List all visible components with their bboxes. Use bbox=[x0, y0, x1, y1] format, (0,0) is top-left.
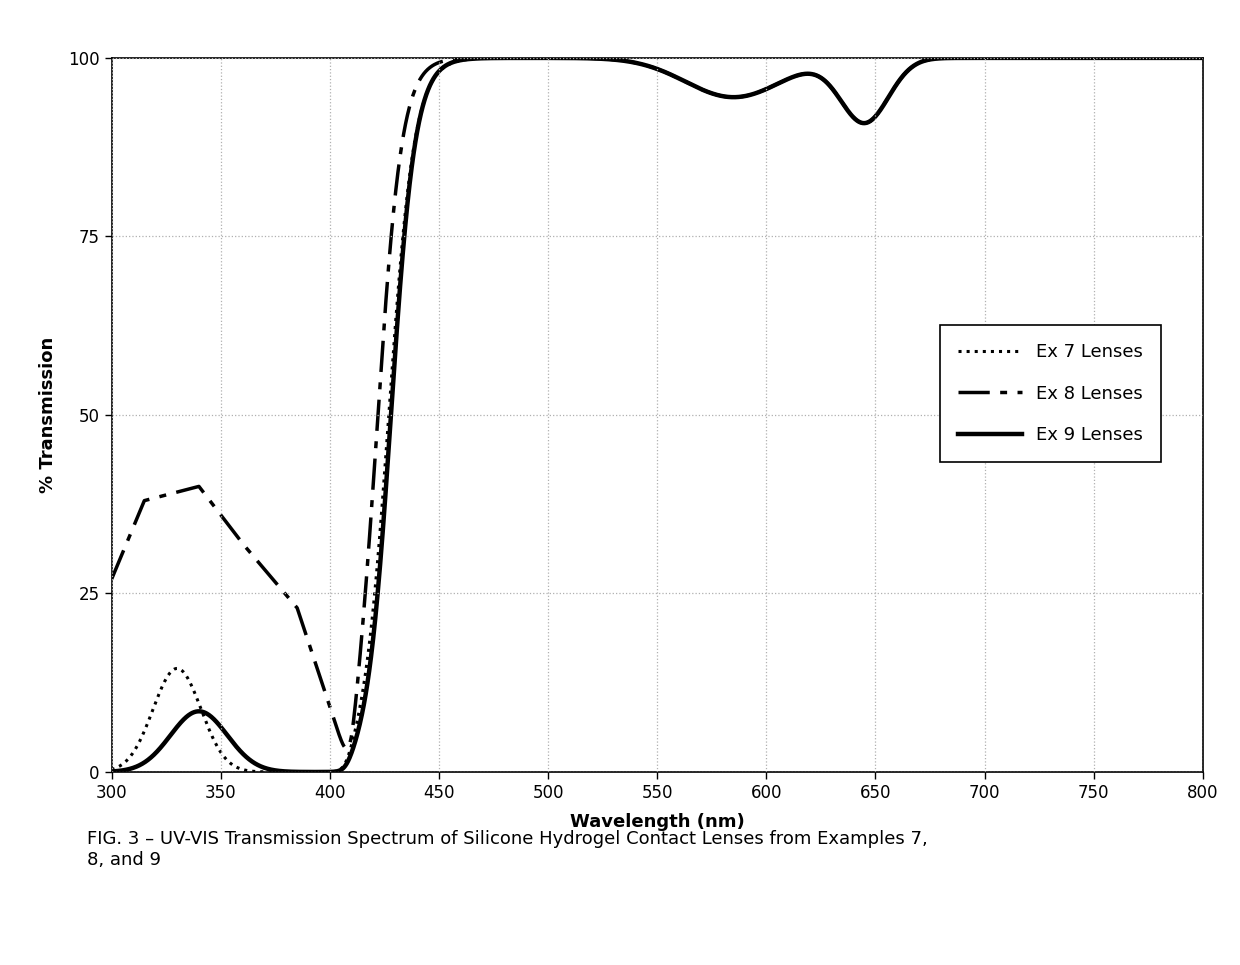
Ex 7 Lenses bbox=[298, 766, 312, 778]
Ex 9 Lenses bbox=[228, 740, 243, 752]
Ex 8 Lenses bbox=[104, 573, 119, 585]
Ex 7 Lenses bbox=[1174, 52, 1189, 64]
Text: FIG. 3 – UV-VIS Transmission Spectrum of Silicone Hydrogel Contact Lenses from E: FIG. 3 – UV-VIS Transmission Spectrum of… bbox=[87, 830, 928, 868]
Line: Ex 7 Lenses: Ex 7 Lenses bbox=[112, 58, 1203, 772]
Ex 9 Lenses bbox=[1195, 52, 1210, 64]
Ex 9 Lenses bbox=[570, 52, 585, 64]
Ex 8 Lenses bbox=[294, 613, 309, 624]
Ex 7 Lenses bbox=[1056, 52, 1071, 64]
Ex 9 Lenses bbox=[294, 766, 309, 778]
Ex 7 Lenses bbox=[1123, 52, 1138, 64]
Ex 9 Lenses bbox=[1123, 52, 1138, 64]
Line: Ex 8 Lenses: Ex 8 Lenses bbox=[112, 58, 1203, 749]
Legend: Ex 7 Lenses, Ex 8 Lenses, Ex 9 Lenses: Ex 7 Lenses, Ex 8 Lenses, Ex 9 Lenses bbox=[940, 325, 1161, 462]
Ex 8 Lenses bbox=[228, 529, 243, 540]
Ex 9 Lenses bbox=[523, 52, 538, 64]
Ex 9 Lenses bbox=[104, 765, 119, 777]
Ex 8 Lenses bbox=[340, 743, 355, 755]
Line: Ex 9 Lenses: Ex 9 Lenses bbox=[112, 58, 1203, 772]
Ex 9 Lenses bbox=[312, 766, 327, 778]
Ex 7 Lenses bbox=[104, 763, 119, 775]
Ex 8 Lenses bbox=[1174, 52, 1189, 64]
Ex 9 Lenses bbox=[1174, 52, 1189, 64]
Ex 8 Lenses bbox=[1123, 52, 1138, 64]
Ex 8 Lenses bbox=[1195, 52, 1210, 64]
Ex 8 Lenses bbox=[523, 52, 538, 64]
Ex 7 Lenses bbox=[228, 761, 243, 773]
Y-axis label: % Transmission: % Transmission bbox=[38, 337, 57, 493]
Ex 7 Lenses bbox=[294, 766, 309, 778]
X-axis label: Wavelength (nm): Wavelength (nm) bbox=[570, 813, 744, 831]
Ex 8 Lenses bbox=[570, 52, 585, 64]
Ex 9 Lenses bbox=[1056, 52, 1071, 64]
Ex 7 Lenses bbox=[570, 52, 585, 64]
Ex 8 Lenses bbox=[1056, 52, 1071, 64]
Ex 7 Lenses bbox=[523, 52, 538, 64]
Ex 7 Lenses bbox=[1195, 52, 1210, 64]
